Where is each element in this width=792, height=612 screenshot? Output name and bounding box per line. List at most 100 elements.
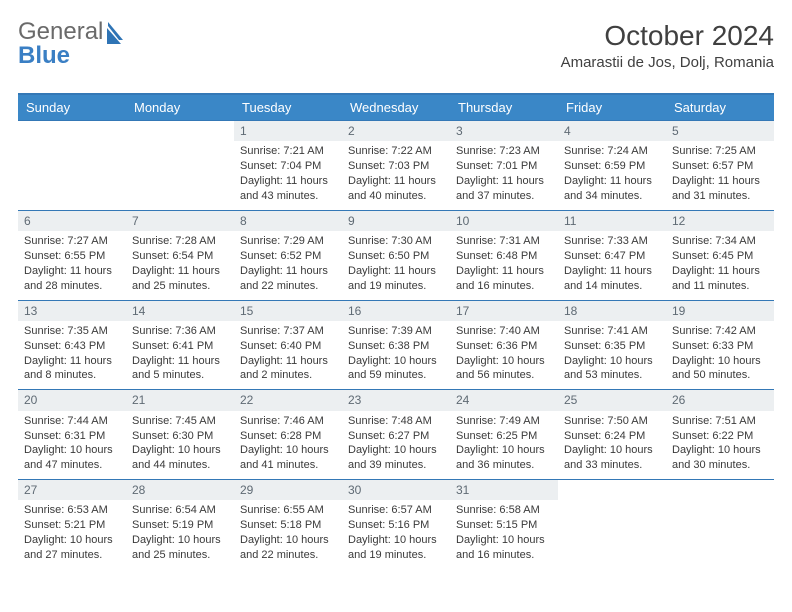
sunset-text: Sunset: 6:31 PM — [24, 429, 120, 444]
day-number: 11 — [558, 211, 666, 231]
calendar-cell: 28Sunrise: 6:54 AMSunset: 5:19 PMDayligh… — [126, 480, 234, 569]
day-number: 6 — [18, 211, 126, 231]
sunrise-text: Sunrise: 7:25 AM — [672, 144, 768, 159]
sunrise-text: Sunrise: 7:21 AM — [240, 144, 336, 159]
calendar-cell: 24Sunrise: 7:49 AMSunset: 6:25 PMDayligh… — [450, 390, 558, 480]
daylight-text: Daylight: 11 hours and 2 minutes. — [240, 354, 336, 384]
logo-text-a: General — [18, 20, 103, 44]
sunrise-text: Sunrise: 7:29 AM — [240, 234, 336, 249]
sunset-text: Sunset: 6:52 PM — [240, 249, 336, 264]
sunset-text: Sunset: 5:19 PM — [132, 518, 228, 533]
day-number: 29 — [234, 480, 342, 500]
sunrise-text: Sunrise: 6:57 AM — [348, 503, 444, 518]
calendar-cell: 29Sunrise: 6:55 AMSunset: 5:18 PMDayligh… — [234, 480, 342, 569]
daylight-text: Daylight: 10 hours and 25 minutes. — [132, 533, 228, 563]
sunrise-text: Sunrise: 7:35 AM — [24, 324, 120, 339]
day-body: Sunrise: 7:22 AMSunset: 7:03 PMDaylight:… — [342, 141, 450, 209]
calendar-cell: 6Sunrise: 7:27 AMSunset: 6:55 PMDaylight… — [18, 210, 126, 300]
day-body: Sunrise: 7:51 AMSunset: 6:22 PMDaylight:… — [666, 411, 774, 479]
calendar-cell: 31Sunrise: 6:58 AMSunset: 5:15 PMDayligh… — [450, 480, 558, 569]
daylight-text: Daylight: 10 hours and 39 minutes. — [348, 443, 444, 473]
sunset-text: Sunset: 6:35 PM — [564, 339, 660, 354]
day-number: 26 — [666, 390, 774, 410]
weekday-header: Saturday — [666, 95, 774, 121]
day-number: 27 — [18, 480, 126, 500]
day-number: 1 — [234, 121, 342, 141]
sunrise-text: Sunrise: 7:34 AM — [672, 234, 768, 249]
sunset-text: Sunset: 6:33 PM — [672, 339, 768, 354]
sunset-text: Sunset: 5:16 PM — [348, 518, 444, 533]
calendar-row: 13Sunrise: 7:35 AMSunset: 6:43 PMDayligh… — [18, 300, 774, 390]
day-number: 2 — [342, 121, 450, 141]
weekday-header: Sunday — [18, 95, 126, 121]
daylight-text: Daylight: 11 hours and 5 minutes. — [132, 354, 228, 384]
sunrise-text: Sunrise: 7:31 AM — [456, 234, 552, 249]
day-body: Sunrise: 7:36 AMSunset: 6:41 PMDaylight:… — [126, 321, 234, 389]
sunrise-text: Sunrise: 7:41 AM — [564, 324, 660, 339]
sunrise-text: Sunrise: 7:49 AM — [456, 414, 552, 429]
header: General October 2024 Amarastii de Jos, D… — [18, 20, 774, 71]
daylight-text: Daylight: 11 hours and 40 minutes. — [348, 174, 444, 204]
day-number: 21 — [126, 390, 234, 410]
day-number: 10 — [450, 211, 558, 231]
sunset-text: Sunset: 6:27 PM — [348, 429, 444, 444]
day-number: 9 — [342, 211, 450, 231]
sunset-text: Sunset: 7:03 PM — [348, 159, 444, 174]
daylight-text: Daylight: 10 hours and 22 minutes. — [240, 533, 336, 563]
daylight-text: Daylight: 10 hours and 36 minutes. — [456, 443, 552, 473]
day-number: 7 — [126, 211, 234, 231]
day-body: Sunrise: 6:57 AMSunset: 5:16 PMDaylight:… — [342, 500, 450, 568]
day-number: 30 — [342, 480, 450, 500]
daylight-text: Daylight: 11 hours and 34 minutes. — [564, 174, 660, 204]
daylight-text: Daylight: 11 hours and 37 minutes. — [456, 174, 552, 204]
day-body: Sunrise: 7:30 AMSunset: 6:50 PMDaylight:… — [342, 231, 450, 299]
day-body: Sunrise: 6:55 AMSunset: 5:18 PMDaylight:… — [234, 500, 342, 568]
sunset-text: Sunset: 6:28 PM — [240, 429, 336, 444]
sunrise-text: Sunrise: 7:51 AM — [672, 414, 768, 429]
daylight-text: Daylight: 11 hours and 11 minutes. — [672, 264, 768, 294]
sunset-text: Sunset: 6:22 PM — [672, 429, 768, 444]
daylight-text: Daylight: 10 hours and 33 minutes. — [564, 443, 660, 473]
calendar-cell: 17Sunrise: 7:40 AMSunset: 6:36 PMDayligh… — [450, 300, 558, 390]
weekday-header: Wednesday — [342, 95, 450, 121]
sunset-text: Sunset: 7:04 PM — [240, 159, 336, 174]
sunset-text: Sunset: 6:41 PM — [132, 339, 228, 354]
daylight-text: Daylight: 10 hours and 16 minutes. — [456, 533, 552, 563]
sunset-text: Sunset: 5:15 PM — [456, 518, 552, 533]
sunset-text: Sunset: 6:25 PM — [456, 429, 552, 444]
daylight-text: Daylight: 11 hours and 14 minutes. — [564, 264, 660, 294]
calendar-cell: 13Sunrise: 7:35 AMSunset: 6:43 PMDayligh… — [18, 300, 126, 390]
daylight-text: Daylight: 10 hours and 50 minutes. — [672, 354, 768, 384]
day-body: Sunrise: 7:31 AMSunset: 6:48 PMDaylight:… — [450, 231, 558, 299]
day-body: Sunrise: 7:37 AMSunset: 6:40 PMDaylight:… — [234, 321, 342, 389]
day-body: Sunrise: 7:24 AMSunset: 6:59 PMDaylight:… — [558, 141, 666, 209]
sunrise-text: Sunrise: 7:27 AM — [24, 234, 120, 249]
sunset-text: Sunset: 6:59 PM — [564, 159, 660, 174]
calendar-cell: 9Sunrise: 7:30 AMSunset: 6:50 PMDaylight… — [342, 210, 450, 300]
sunrise-text: Sunrise: 7:46 AM — [240, 414, 336, 429]
sunrise-text: Sunrise: 6:54 AM — [132, 503, 228, 518]
day-number: 3 — [450, 121, 558, 141]
day-number — [558, 480, 666, 500]
title-block: October 2024 Amarastii de Jos, Dolj, Rom… — [561, 20, 774, 71]
calendar-cell: 21Sunrise: 7:45 AMSunset: 6:30 PMDayligh… — [126, 390, 234, 480]
day-body: Sunrise: 7:46 AMSunset: 6:28 PMDaylight:… — [234, 411, 342, 479]
sunset-text: Sunset: 6:43 PM — [24, 339, 120, 354]
calendar-cell: 18Sunrise: 7:41 AMSunset: 6:35 PMDayligh… — [558, 300, 666, 390]
daylight-text: Daylight: 10 hours and 30 minutes. — [672, 443, 768, 473]
day-number: 15 — [234, 301, 342, 321]
sunset-text: Sunset: 6:30 PM — [132, 429, 228, 444]
daylight-text: Daylight: 10 hours and 41 minutes. — [240, 443, 336, 473]
sunrise-text: Sunrise: 7:50 AM — [564, 414, 660, 429]
calendar-row: 6Sunrise: 7:27 AMSunset: 6:55 PMDaylight… — [18, 210, 774, 300]
day-body: Sunrise: 7:33 AMSunset: 6:47 PMDaylight:… — [558, 231, 666, 299]
sunset-text: Sunset: 7:01 PM — [456, 159, 552, 174]
sunset-text: Sunset: 5:21 PM — [24, 518, 120, 533]
sunrise-text: Sunrise: 7:37 AM — [240, 324, 336, 339]
daylight-text: Daylight: 10 hours and 19 minutes. — [348, 533, 444, 563]
calendar-cell: 15Sunrise: 7:37 AMSunset: 6:40 PMDayligh… — [234, 300, 342, 390]
sunrise-text: Sunrise: 7:30 AM — [348, 234, 444, 249]
day-number: 5 — [666, 121, 774, 141]
sunset-text: Sunset: 5:18 PM — [240, 518, 336, 533]
calendar-cell: 16Sunrise: 7:39 AMSunset: 6:38 PMDayligh… — [342, 300, 450, 390]
